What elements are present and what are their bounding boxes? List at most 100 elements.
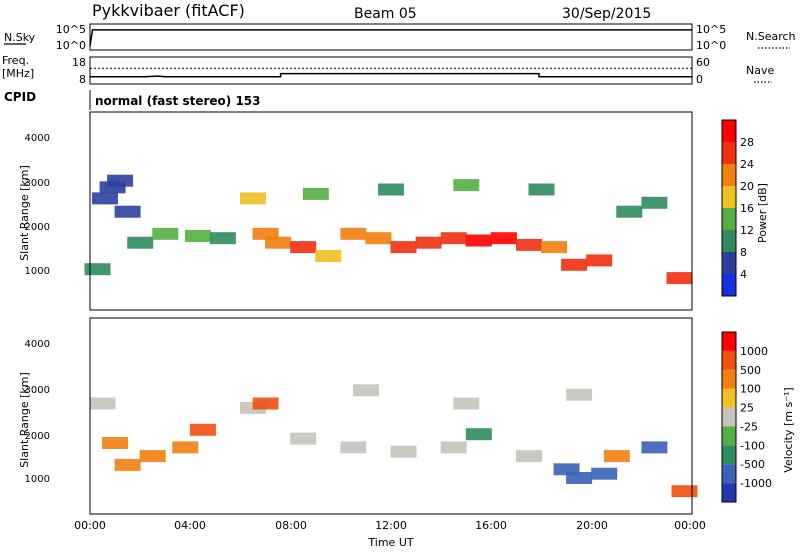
- velocity-cell: [453, 397, 480, 410]
- velocity-colorbar-swatch: [722, 350, 736, 370]
- freq-panel: Freq. [MHz] 18 8 60 0 Nave: [2, 54, 774, 86]
- power-ytick-3000: 3000: [25, 178, 50, 189]
- velocity-colorbar-swatch: [722, 407, 736, 427]
- xtick-1600: 16:00: [475, 519, 507, 532]
- velocity-colorbar-frame: [721, 331, 737, 503]
- nsky-tick-high: 10^5: [56, 23, 86, 36]
- xtick-0000: 00:00: [74, 519, 106, 532]
- freq-label: Freq.: [2, 54, 29, 67]
- velocity-colorbar-tick: 25: [740, 402, 754, 415]
- velocity-colorbar: 1000 500 100 25 -25 -100 -500 -1000: [721, 331, 772, 503]
- power-cell: [152, 227, 179, 240]
- velocity-cell: [172, 441, 199, 454]
- power-colorbar-tick: 12: [740, 224, 754, 237]
- nave-tick-low: 0: [696, 73, 703, 86]
- velocity-cell: [252, 397, 279, 410]
- velocity-cell: [465, 428, 492, 441]
- nsky-tick-low: 10^0: [56, 39, 86, 52]
- velocity-colorbar-swatch: [722, 464, 736, 484]
- date-label: 30/Sep/2015: [562, 6, 651, 22]
- xaxis-title: Time UT: [367, 536, 413, 549]
- velocity-panel: 1000 2000 3000 4000 Slant Range [km] 100…: [18, 317, 795, 515]
- power-cell: [265, 236, 292, 249]
- power-cell: [516, 238, 542, 251]
- power-ytick-4000: 4000: [25, 133, 50, 144]
- freq-series-line: [90, 72, 692, 78]
- power-cell: [302, 187, 329, 200]
- velocity-colorbar-tick: -500: [740, 458, 765, 471]
- power-panel: 1000 2000 3000 4000 Slant Range [km] 4 8 1…: [18, 111, 769, 311]
- nsearch-label: N.Search: [746, 30, 796, 43]
- nsky-frame: [89, 23, 693, 51]
- power-colorbar-swatch: [722, 120, 736, 142]
- velocity-cell: [591, 467, 618, 480]
- power-colorbar-tick: 20: [740, 180, 754, 193]
- power-colorbar: 4 8 12 16 20 24 28: [721, 119, 754, 297]
- nave-label: Nave: [746, 64, 774, 77]
- power-cell: [465, 234, 492, 247]
- power-cell: [586, 254, 613, 267]
- velocity-cell: [89, 397, 116, 410]
- power-colorbar-swatch: [722, 164, 736, 186]
- power-cell: [92, 192, 118, 205]
- power-cell: [561, 258, 588, 271]
- velocity-cell: [440, 441, 467, 454]
- velocity-cell: [290, 432, 317, 445]
- velocity-cell: [671, 485, 698, 498]
- velocity-cell: [603, 450, 630, 463]
- velocity-colorbar-swatch: [722, 445, 736, 465]
- velocity-heatmap: [89, 384, 698, 498]
- power-cell: [114, 205, 141, 218]
- power-colorbar-label: Power [dB]: [756, 183, 769, 243]
- nave-tick-high: 60: [696, 56, 710, 69]
- nsky-panel: N.Sky 10^5 10^0 10^5 10^0 N.Search: [4, 23, 796, 52]
- power-heatmap: [84, 174, 693, 285]
- power-ytick-2000: 2000: [25, 222, 50, 233]
- nsky-label: N.Sky: [4, 31, 36, 44]
- power-cell: [315, 250, 342, 262]
- power-cell: [340, 227, 367, 240]
- power-colorbar-tick: 16: [740, 202, 754, 215]
- power-cell: [184, 230, 211, 242]
- power-colorbar-swatch: [722, 252, 736, 274]
- power-colorbar-tick: 24: [740, 158, 754, 171]
- power-cell: [666, 272, 693, 285]
- velocity-cell: [390, 445, 417, 458]
- freq-unit-label: [MHz]: [2, 67, 34, 80]
- velocity-colorbar-tick: -100: [740, 439, 765, 452]
- x-axis: 00:00 04:00 08:00 12:00 16:00 20:00 00:0…: [74, 519, 706, 549]
- power-cell: [641, 196, 668, 209]
- cpid-value: normal (fast stereo) 153: [95, 94, 261, 108]
- velocity-cell: [114, 458, 141, 471]
- xtick-1200: 12:00: [375, 519, 407, 532]
- power-cell: [390, 241, 417, 254]
- xtick-2400: 00:00: [674, 519, 706, 532]
- velocity-colorbar-tick: -25: [740, 420, 758, 433]
- power-cell: [365, 232, 392, 245]
- power-cell: [240, 192, 266, 205]
- power-colorbar-swatch: [722, 186, 736, 208]
- power-cell: [440, 232, 467, 245]
- velocity-colorbar-tick: 500: [740, 364, 761, 377]
- station-title: Pykkvibaer (fitACF): [92, 1, 245, 20]
- power-frame: [89, 111, 693, 311]
- xtick-0400: 04:00: [174, 519, 206, 532]
- power-cell: [127, 236, 154, 249]
- freq-tick-low: 8: [79, 73, 86, 86]
- power-colorbar-swatch: [722, 208, 736, 230]
- power-colorbar-tick: 28: [740, 136, 754, 149]
- power-colorbar-swatch: [722, 274, 736, 296]
- power-colorbar-tick: 8: [740, 246, 747, 259]
- nsearch-tick-high: 10^5: [696, 23, 726, 36]
- velocity-colorbar-tick: -1000: [740, 477, 772, 490]
- velocity-cell: [516, 450, 542, 463]
- velocity-colorbar-swatch: [722, 388, 736, 408]
- velocity-cell: [641, 441, 668, 454]
- velocity-cell: [340, 441, 367, 454]
- power-cell: [107, 174, 134, 187]
- power-ylabel: Slant Range [km]: [18, 165, 31, 261]
- power-cell: [528, 183, 555, 196]
- power-colorbar-swatch: [722, 142, 736, 164]
- velocity-ylabel: Slant Range [km]: [18, 372, 31, 468]
